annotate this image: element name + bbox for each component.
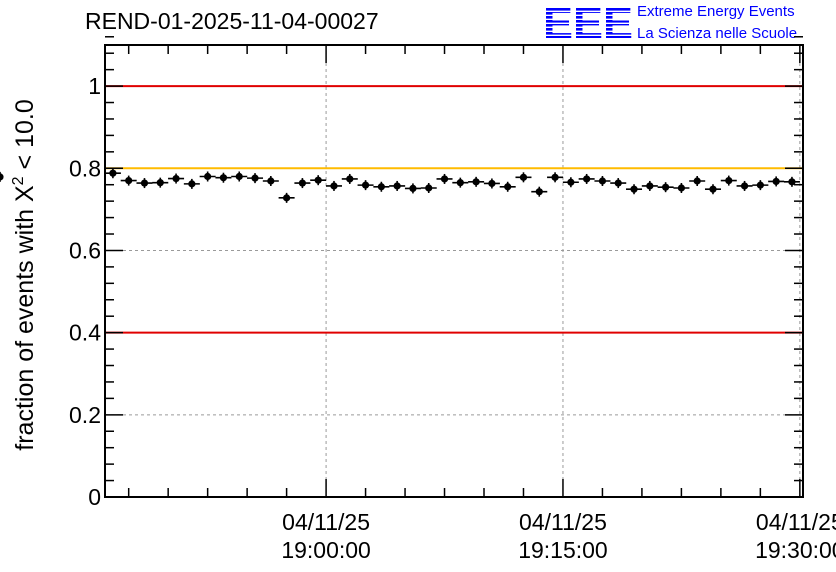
x-tick-labels: 04/11/2519:00:0004/11/2519:15:0004/11/25… (281, 509, 836, 563)
logo-line-2: La Scienza nelle Scuole (637, 25, 798, 42)
x-tick-label-date: 04/11/25 (756, 509, 836, 535)
data-point (389, 180, 406, 191)
data-point (294, 178, 311, 189)
data-point (262, 176, 279, 187)
y-tick-label: 0.6 (69, 237, 101, 263)
data-point (0, 171, 4, 182)
data-point (578, 173, 595, 184)
data-point (168, 173, 185, 184)
data-point (436, 173, 453, 184)
grid (105, 45, 803, 497)
data-point (515, 172, 532, 183)
y-tick-labels: 0 0.2 0.4 0.6 0.8 1 (69, 73, 101, 510)
data-point (468, 176, 485, 187)
data-point (499, 181, 516, 192)
plot-frame (104, 44, 804, 498)
x-tick-label-time: 19:00:00 (281, 537, 371, 563)
data-point (104, 168, 121, 179)
data-point (626, 184, 643, 195)
data-point (783, 176, 800, 187)
data-point (531, 186, 548, 197)
data-point (641, 180, 658, 191)
axis-ticks (105, 36, 803, 498)
data-point (594, 176, 611, 187)
y-tick-label: 0.8 (69, 155, 101, 181)
y-tick-label: 1 (88, 73, 101, 99)
data-point (136, 178, 153, 189)
logo-line-1: Extreme Energy Events (637, 3, 795, 20)
data-point (704, 184, 721, 195)
y-tick-label: 0.4 (69, 320, 101, 346)
data-point (247, 173, 264, 184)
data-point (373, 181, 390, 192)
data-point (278, 192, 295, 203)
x-tick-label-date: 04/11/25 (519, 509, 607, 535)
data-point (231, 171, 248, 182)
data-point (199, 171, 216, 182)
data-point (420, 182, 437, 193)
data-point (152, 177, 169, 188)
y-tick-label: 0.2 (69, 402, 101, 428)
data-point (720, 175, 737, 186)
data-point (657, 182, 674, 193)
data-points (0, 168, 800, 203)
data-point (357, 180, 374, 191)
y-tick-label: 0 (88, 484, 101, 510)
eee-logo: EEE (543, 0, 633, 46)
data-point (768, 176, 785, 187)
data-point (689, 176, 706, 187)
x-tick-label-time: 19:30:00 (755, 537, 836, 563)
data-point (341, 173, 358, 184)
chart-title: REND-01-2025-11-04-00027 (85, 8, 379, 34)
data-point (452, 177, 469, 188)
logo-mark: EEE (543, 0, 633, 46)
y-axis-label-prefix: fraction of events with (11, 202, 39, 451)
data-point (183, 178, 200, 189)
data-point (483, 178, 500, 189)
reference-lines (105, 85, 803, 334)
data-point (325, 180, 342, 191)
y-axis-label-superscript: 2 (10, 176, 27, 185)
data-point (310, 175, 327, 186)
y-axis-label-symbol: X (11, 185, 39, 202)
data-point (120, 175, 137, 186)
data-point (673, 182, 690, 193)
data-point (404, 183, 421, 194)
x-tick-label-date: 04/11/25 (282, 509, 370, 535)
data-point (752, 180, 769, 191)
data-point (610, 178, 627, 189)
data-point (547, 172, 564, 183)
y-axis-label-suffix: < 10.0 (11, 99, 39, 176)
x-tick-label-time: 19:15:00 (518, 537, 608, 563)
data-point (562, 177, 579, 188)
data-point (736, 180, 753, 191)
data-point (215, 172, 232, 183)
y-axis-label: fraction of events with X2 < 10.0 (10, 99, 39, 450)
